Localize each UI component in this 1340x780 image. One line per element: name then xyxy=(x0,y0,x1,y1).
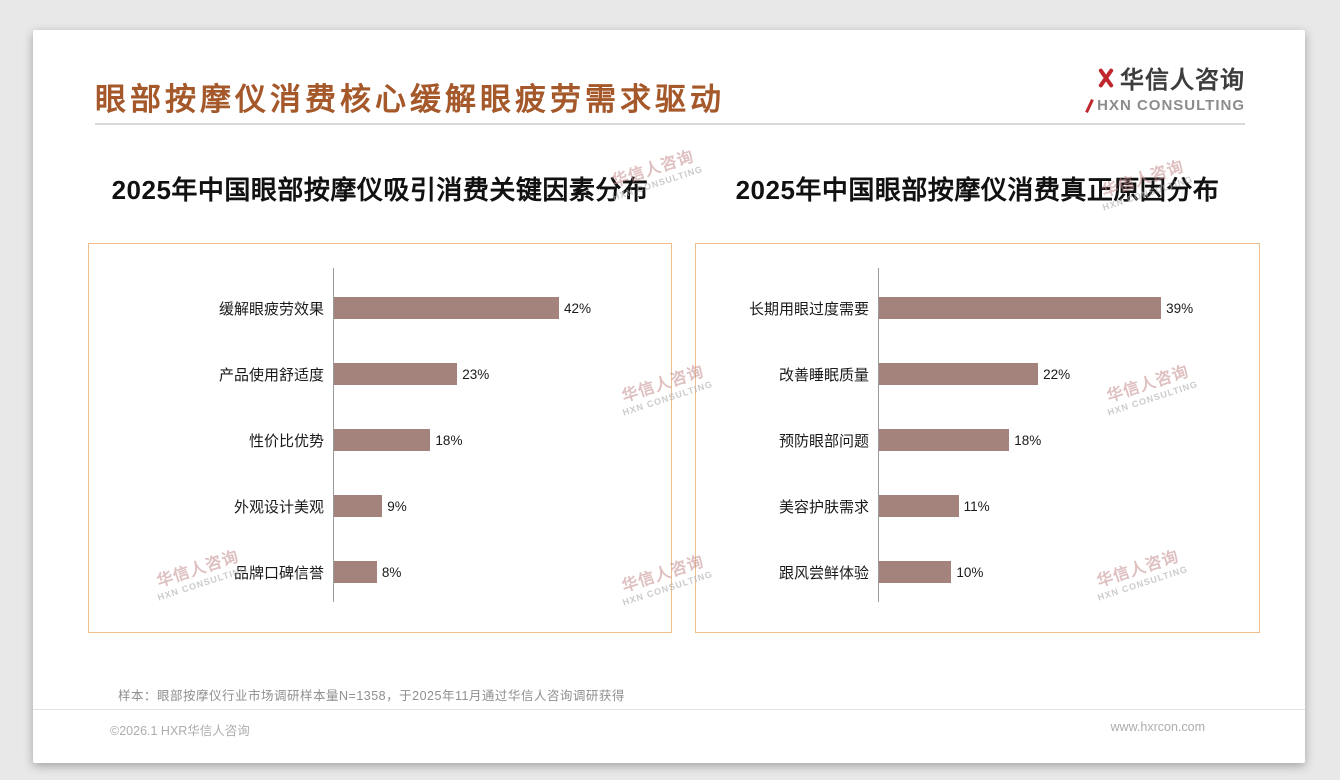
chart-title-right: 2025年中国眼部按摩仪消费真正原因分布 xyxy=(735,175,1220,205)
chart-row: 预防眼部问题 18% xyxy=(696,407,1259,473)
chart-row: 美容护肤需求 11% xyxy=(696,473,1259,539)
footer-divider xyxy=(33,709,1305,710)
chart-plot-area-left: 缓解眼疲劳效果 42% 产品使用舒适度 23% 性价比优势 18% 外观设计美观 9% 品牌口碑… xyxy=(88,243,672,633)
bar-value-label: 23% xyxy=(462,366,490,382)
category-label: 美容护肤需求 xyxy=(778,498,869,516)
category-label: 跟风尝鲜体验 xyxy=(778,564,869,582)
bar xyxy=(879,297,1162,319)
category-label: 外观设计美观 xyxy=(233,498,324,516)
bar-value-label: 42% xyxy=(564,300,592,316)
bar-value-label: 22% xyxy=(1043,366,1071,382)
chart-title-left: 2025年中国眼部按摩仪吸引消费关键因素分布 xyxy=(111,175,649,205)
category-label: 缓解眼疲劳效果 xyxy=(218,300,324,318)
bar xyxy=(879,495,959,517)
bar-value-label: 9% xyxy=(387,498,407,514)
chart-row: 性价比优势 18% xyxy=(89,407,671,473)
chart-row: 产品使用舒适度 23% xyxy=(89,341,671,407)
category-label: 品牌口碑信誉 xyxy=(233,564,324,582)
bar-value-label: 11% xyxy=(963,498,990,514)
slide-card: 眼部按摩仪消费核心缓解眼疲劳需求驱动 华信人咨询 HXN CONSULTING … xyxy=(33,30,1305,763)
bar xyxy=(334,363,458,385)
logo-subtitle: HXN CONSULTING xyxy=(1097,97,1245,114)
bar xyxy=(334,297,559,319)
chart-row: 改善睡眠质量 22% xyxy=(696,341,1259,407)
category-label: 性价比优势 xyxy=(248,432,324,450)
category-label: 改善睡眠质量 xyxy=(778,366,869,384)
footer-copyright: ©2026.1 HXR华信人咨询 xyxy=(110,724,250,738)
bar xyxy=(334,561,377,583)
bar-value-label: 39% xyxy=(1166,300,1194,316)
title-divider xyxy=(95,123,1245,125)
chart-row: 缓解眼疲劳效果 42% xyxy=(89,275,671,341)
logo-slash-icon xyxy=(1085,99,1093,113)
page-title: 眼部按摩仪消费核心缓解眼疲劳需求驱动 xyxy=(95,82,725,117)
chart-plot-area-right: 长期用眼过度需要 39% 改善睡眠质量 22% 预防眼部问题 18% 美容护肤需求 11% 跟风… xyxy=(695,243,1260,633)
bar xyxy=(879,363,1039,385)
logo-name: 华信人咨询 xyxy=(1120,67,1245,94)
bar-value-label: 18% xyxy=(1014,432,1042,448)
chart-row: 外观设计美观 9% xyxy=(89,473,671,539)
footer-website: www.hxrcon.com xyxy=(1110,720,1205,734)
bar xyxy=(879,429,1010,451)
logo-mark-icon xyxy=(1094,67,1116,89)
chart-row: 跟风尝鲜体验 10% xyxy=(696,539,1259,605)
bar-value-label: 18% xyxy=(435,432,463,448)
category-label: 长期用眼过度需要 xyxy=(748,300,869,318)
category-label: 预防眼部问题 xyxy=(778,432,869,450)
bar-value-label: 10% xyxy=(956,564,984,580)
category-label: 产品使用舒适度 xyxy=(218,366,324,384)
y-axis-line xyxy=(333,268,334,602)
bar xyxy=(334,429,431,451)
chart-row: 长期用眼过度需要 39% xyxy=(696,275,1259,341)
company-logo: 华信人咨询 HXN CONSULTING xyxy=(1085,60,1245,114)
bar xyxy=(334,495,383,517)
chart-row: 品牌口碑信誉 8% xyxy=(89,539,671,605)
bar-value-label: 8% xyxy=(381,564,402,580)
y-axis-line xyxy=(878,268,879,602)
sample-note: 样本：眼部按摩仪行业市场调研样本量N=1358，于2025年11月通过华信人咨询… xyxy=(118,689,625,703)
bar xyxy=(879,561,952,583)
